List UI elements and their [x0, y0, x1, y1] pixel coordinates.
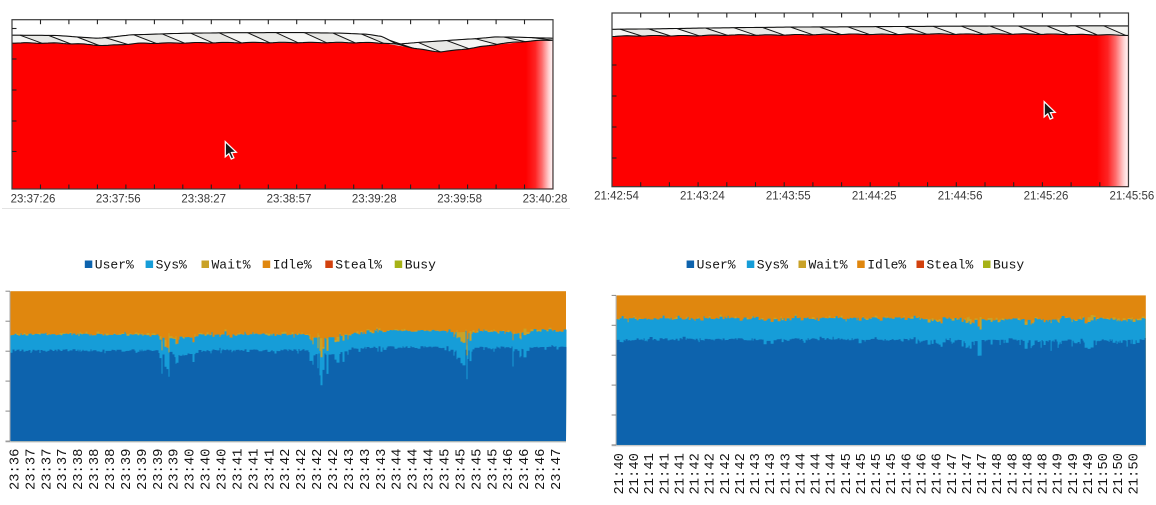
svg-text:23:40: 23:40: [200, 449, 215, 490]
svg-text:23:43: 23:43: [375, 449, 390, 490]
svg-text:21:48: 21:48: [1021, 453, 1036, 494]
svg-text:21:45: 21:45: [840, 453, 855, 494]
svg-text:23:45: 23:45: [454, 449, 469, 490]
svg-text:21:47: 21:47: [961, 453, 976, 494]
svg-text:User%: User%: [697, 258, 736, 273]
svg-text:Wait%: Wait%: [212, 258, 251, 273]
svg-text:23:42: 23:42: [295, 449, 310, 490]
svg-text:Steal%: Steal%: [927, 258, 974, 273]
svg-text:21:50: 21:50: [1127, 453, 1142, 494]
svg-text:21:49: 21:49: [1052, 453, 1067, 494]
svg-text:21:41: 21:41: [658, 453, 673, 494]
svg-text:23:40: 23:40: [184, 449, 199, 490]
svg-text:21:43:24: 21:43:24: [680, 191, 725, 203]
svg-text:23:41: 23:41: [263, 449, 278, 490]
svg-text:21:42: 21:42: [704, 453, 719, 494]
svg-text:23:39: 23:39: [136, 449, 151, 490]
svg-text:21:44:25: 21:44:25: [852, 191, 897, 203]
svg-text:21:47: 21:47: [946, 453, 961, 494]
svg-text:Sys%: Sys%: [757, 258, 788, 273]
svg-text:21:42:54: 21:42:54: [594, 191, 639, 203]
svg-text:21:48: 21:48: [1037, 453, 1052, 494]
svg-text:21:48: 21:48: [1006, 453, 1021, 494]
svg-text:23:37:56: 23:37:56: [96, 194, 141, 206]
svg-text:23:38:27: 23:38:27: [181, 194, 226, 206]
svg-text:23:42: 23:42: [311, 449, 326, 490]
svg-text:21:43: 21:43: [749, 453, 764, 494]
svg-text:23:39: 23:39: [152, 449, 167, 490]
svg-text:21:44:56: 21:44:56: [938, 191, 983, 203]
svg-text:23:43: 23:43: [343, 449, 358, 490]
svg-text:Idle%: Idle%: [273, 258, 312, 273]
svg-text:21:45:56: 21:45:56: [1110, 191, 1155, 203]
svg-text:21:45: 21:45: [885, 453, 900, 494]
svg-text:Sys%: Sys%: [156, 258, 187, 273]
svg-text:23:36: 23:36: [8, 449, 23, 490]
svg-text:21:42: 21:42: [689, 453, 704, 494]
svg-text:21:45: 21:45: [870, 453, 885, 494]
svg-text:23:39:58: 23:39:58: [437, 194, 482, 206]
svg-text:23:47: 23:47: [550, 449, 565, 490]
svg-text:21:47: 21:47: [976, 453, 991, 494]
svg-text:21:40: 21:40: [628, 453, 643, 494]
svg-text:23:38:57: 23:38:57: [267, 194, 312, 206]
svg-text:23:44: 23:44: [391, 449, 406, 490]
svg-text:23:45: 23:45: [439, 449, 454, 490]
svg-text:23:46: 23:46: [534, 449, 549, 490]
svg-text:21:46: 21:46: [900, 453, 915, 494]
svg-text:Wait%: Wait%: [809, 258, 848, 273]
svg-text:23:37: 23:37: [40, 449, 55, 490]
svg-text:21:49: 21:49: [1082, 453, 1097, 494]
svg-text:23:39:28: 23:39:28: [352, 194, 397, 206]
svg-text:23:39: 23:39: [120, 449, 135, 490]
svg-text:23:45: 23:45: [470, 449, 485, 490]
svg-text:23:42: 23:42: [279, 449, 294, 490]
svg-text:23:38: 23:38: [88, 449, 103, 490]
svg-text:23:44: 23:44: [407, 449, 422, 490]
svg-text:21:44: 21:44: [810, 453, 825, 494]
svg-text:Busy: Busy: [993, 258, 1024, 273]
svg-text:21:40: 21:40: [613, 453, 628, 494]
svg-text:21:43:55: 21:43:55: [766, 191, 811, 203]
svg-text:21:41: 21:41: [643, 453, 658, 494]
svg-text:Idle%: Idle%: [867, 258, 906, 273]
svg-text:23:40:28: 23:40:28: [523, 194, 568, 206]
svg-text:21:49: 21:49: [1067, 453, 1082, 494]
svg-text:21:45:26: 21:45:26: [1024, 191, 1069, 203]
svg-text:23:37: 23:37: [56, 449, 71, 490]
svg-text:23:43: 23:43: [359, 449, 374, 490]
svg-text:21:44: 21:44: [825, 453, 840, 494]
svg-text:23:42: 23:42: [327, 449, 342, 490]
svg-text:23:37: 23:37: [24, 449, 39, 490]
svg-text:23:44: 23:44: [423, 449, 438, 490]
svg-text:21:46: 21:46: [916, 453, 931, 494]
svg-text:21:43: 21:43: [779, 453, 794, 494]
svg-text:Steal%: Steal%: [335, 258, 382, 273]
svg-text:23:39: 23:39: [168, 449, 183, 490]
svg-text:User%: User%: [95, 258, 134, 273]
svg-text:23:45: 23:45: [486, 449, 501, 490]
svg-text:21:48: 21:48: [991, 453, 1006, 494]
svg-text:23:40: 23:40: [216, 449, 231, 490]
svg-text:21:50: 21:50: [1112, 453, 1127, 494]
svg-text:21:41: 21:41: [673, 453, 688, 494]
svg-text:21:50: 21:50: [1097, 453, 1112, 494]
svg-text:21:42: 21:42: [734, 453, 749, 494]
svg-text:23:38: 23:38: [104, 449, 119, 490]
svg-text:23:41: 23:41: [247, 449, 262, 490]
svg-text:21:42: 21:42: [719, 453, 734, 494]
svg-text:23:46: 23:46: [502, 449, 517, 490]
svg-text:21:46: 21:46: [931, 453, 946, 494]
svg-text:21:43: 21:43: [764, 453, 779, 494]
svg-text:21:45: 21:45: [855, 453, 870, 494]
svg-text:23:41: 23:41: [231, 449, 246, 490]
svg-text:23:46: 23:46: [518, 449, 533, 490]
svg-text:21:44: 21:44: [795, 453, 810, 494]
svg-text:23:37:26: 23:37:26: [11, 194, 56, 206]
svg-text:Busy: Busy: [405, 258, 436, 273]
svg-text:23:38: 23:38: [72, 449, 87, 490]
